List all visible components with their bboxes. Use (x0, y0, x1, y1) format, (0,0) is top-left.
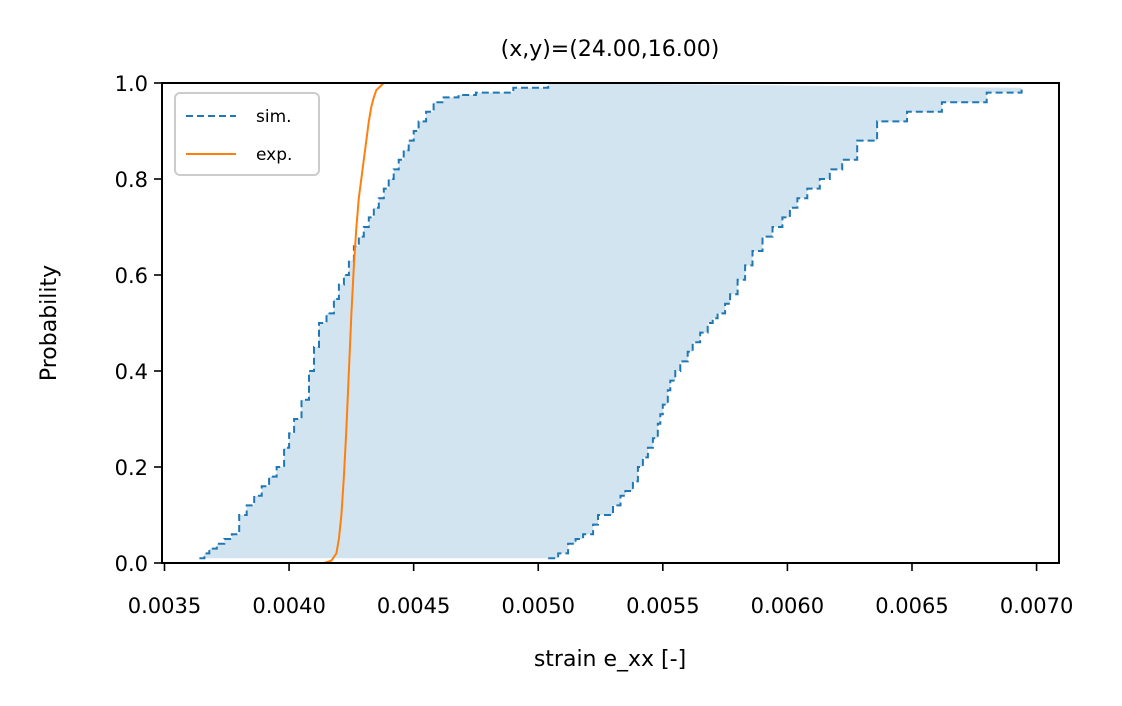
plot-area (199, 82, 1023, 564)
y-axis: 0.0 0.2 0.4 0.6 0.8 1.0 (115, 72, 162, 576)
legend: sim. exp. (174, 92, 320, 176)
y-tick-label: 0.4 (115, 360, 148, 384)
y-tick-label: 0.8 (115, 168, 148, 192)
chart-title: (x,y)=(24.00,16.00) (501, 37, 720, 62)
x-tick-label: 0.0050 (501, 594, 574, 618)
y-tick-label: 0.2 (115, 456, 148, 480)
exp-line (323, 82, 385, 564)
y-tick-label: 0.0 (115, 552, 148, 576)
sim-band (199, 83, 1022, 559)
x-tick-label: 0.0040 (252, 594, 325, 618)
x-axis: 0.0035 0.0040 0.0045 0.0050 0.0055 0.0060 0.00… (128, 563, 1073, 618)
x-tick-label: 0.0065 (875, 594, 948, 618)
axes-frame (161, 82, 1060, 564)
x-axis-label: strain e_xx [-] (534, 647, 686, 672)
legend-sim-label: sim. (256, 107, 292, 127)
x-tick-label: 0.0060 (751, 594, 824, 618)
y-axis-label: Probability (37, 265, 62, 381)
x-tick-label: 0.0070 (1000, 594, 1073, 618)
x-tick-label: 0.0035 (128, 594, 201, 618)
x-tick-label: 0.0055 (626, 594, 699, 618)
legend-exp-label: exp. (256, 145, 292, 165)
x-tick-label: 0.0045 (377, 594, 450, 618)
y-tick-label: 1.0 (115, 72, 148, 96)
y-tick-label: 0.6 (115, 264, 148, 288)
legend-box (174, 92, 320, 176)
sim-lower-line (548, 87, 1023, 560)
sim-upper-line (199, 83, 550, 560)
